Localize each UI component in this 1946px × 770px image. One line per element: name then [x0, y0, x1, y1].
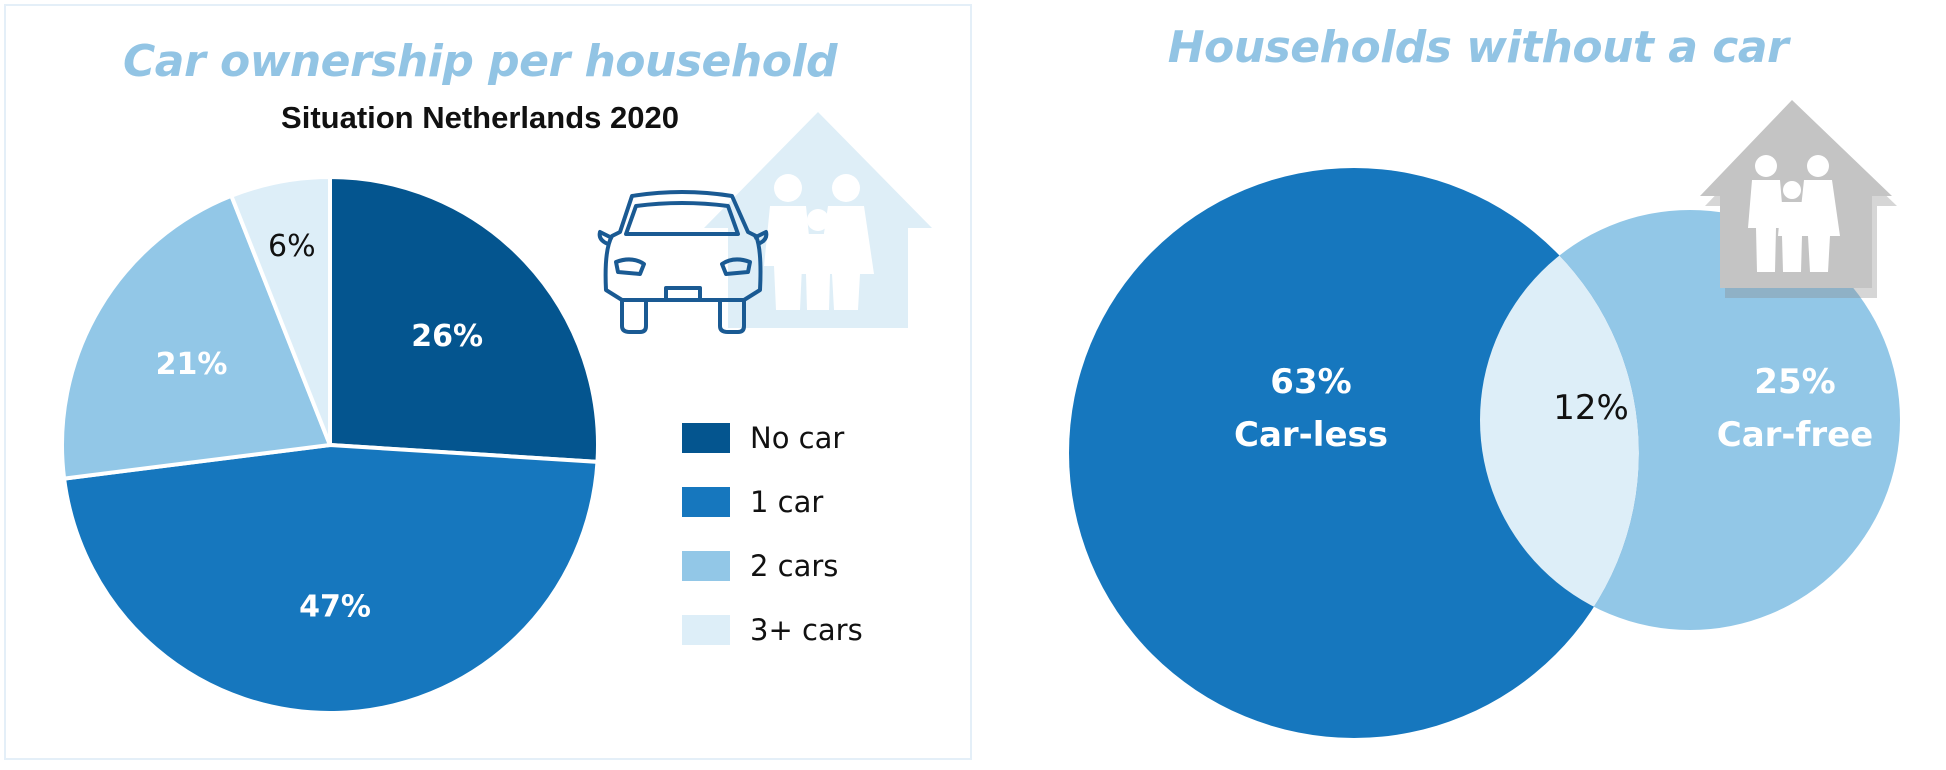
- venn-car-less-percent: 63%: [1270, 362, 1351, 402]
- venn-overlap-percent: 12%: [1553, 388, 1629, 428]
- venn-car-free-percent: 25%: [1754, 362, 1835, 402]
- pie-legend: No car 1 car 2 cars 3+ cars: [682, 420, 863, 676]
- legend-swatch-1-car: [682, 487, 730, 517]
- pie-chart: 26% 47% 21% 6%: [60, 175, 600, 715]
- pie-label-3plus-cars: 6%: [268, 229, 316, 264]
- venn-diagram: 63% Car-less 25% Car-free 12%: [1069, 168, 1900, 738]
- legend-item-3plus-cars: 3+ cars: [682, 612, 863, 648]
- pie-slice-no-car: [328, 175, 600, 464]
- legend-item-1-car: 1 car: [682, 484, 863, 520]
- pie-chart-subtitle: Situation Netherlands 2020: [281, 100, 679, 135]
- pie-slice-3plus-cars: [229, 175, 332, 447]
- legend-swatch-no-car: [682, 423, 730, 453]
- car-icon: [597, 190, 769, 334]
- pie-label-1-car: 47%: [299, 590, 371, 625]
- venn-car-less-label: Car-less: [1234, 415, 1388, 455]
- legend-swatch-3plus-cars: [682, 615, 730, 645]
- venn-overlap: [1480, 210, 1639, 630]
- venn-chart-title: Households without a car: [1167, 22, 1789, 73]
- pie-chart-title: Car ownership per household: [122, 36, 838, 87]
- venn-set-car-less: [1069, 168, 1639, 738]
- legend-item-no-car: No car: [682, 420, 863, 456]
- legend-item-2-cars: 2 cars: [682, 548, 863, 584]
- legend-label-1-car: 1 car: [750, 485, 824, 519]
- pie-slice-2-cars: [60, 193, 332, 481]
- legend-label-3plus-cars: 3+ cars: [750, 613, 863, 647]
- legend-label-no-car: No car: [750, 421, 845, 455]
- legend-swatch-2-cars: [682, 551, 730, 581]
- venn-car-free-label: Car-free: [1717, 415, 1873, 455]
- house-family-icon: [704, 112, 932, 328]
- house-family-icon: [1700, 100, 1897, 298]
- pie-slice-1-car: [62, 443, 600, 715]
- legend-label-2-cars: 2 cars: [750, 549, 839, 583]
- left-panel: [4, 4, 972, 760]
- pie-label-2-cars: 21%: [156, 347, 228, 382]
- pie-label-no-car: 26%: [411, 319, 483, 354]
